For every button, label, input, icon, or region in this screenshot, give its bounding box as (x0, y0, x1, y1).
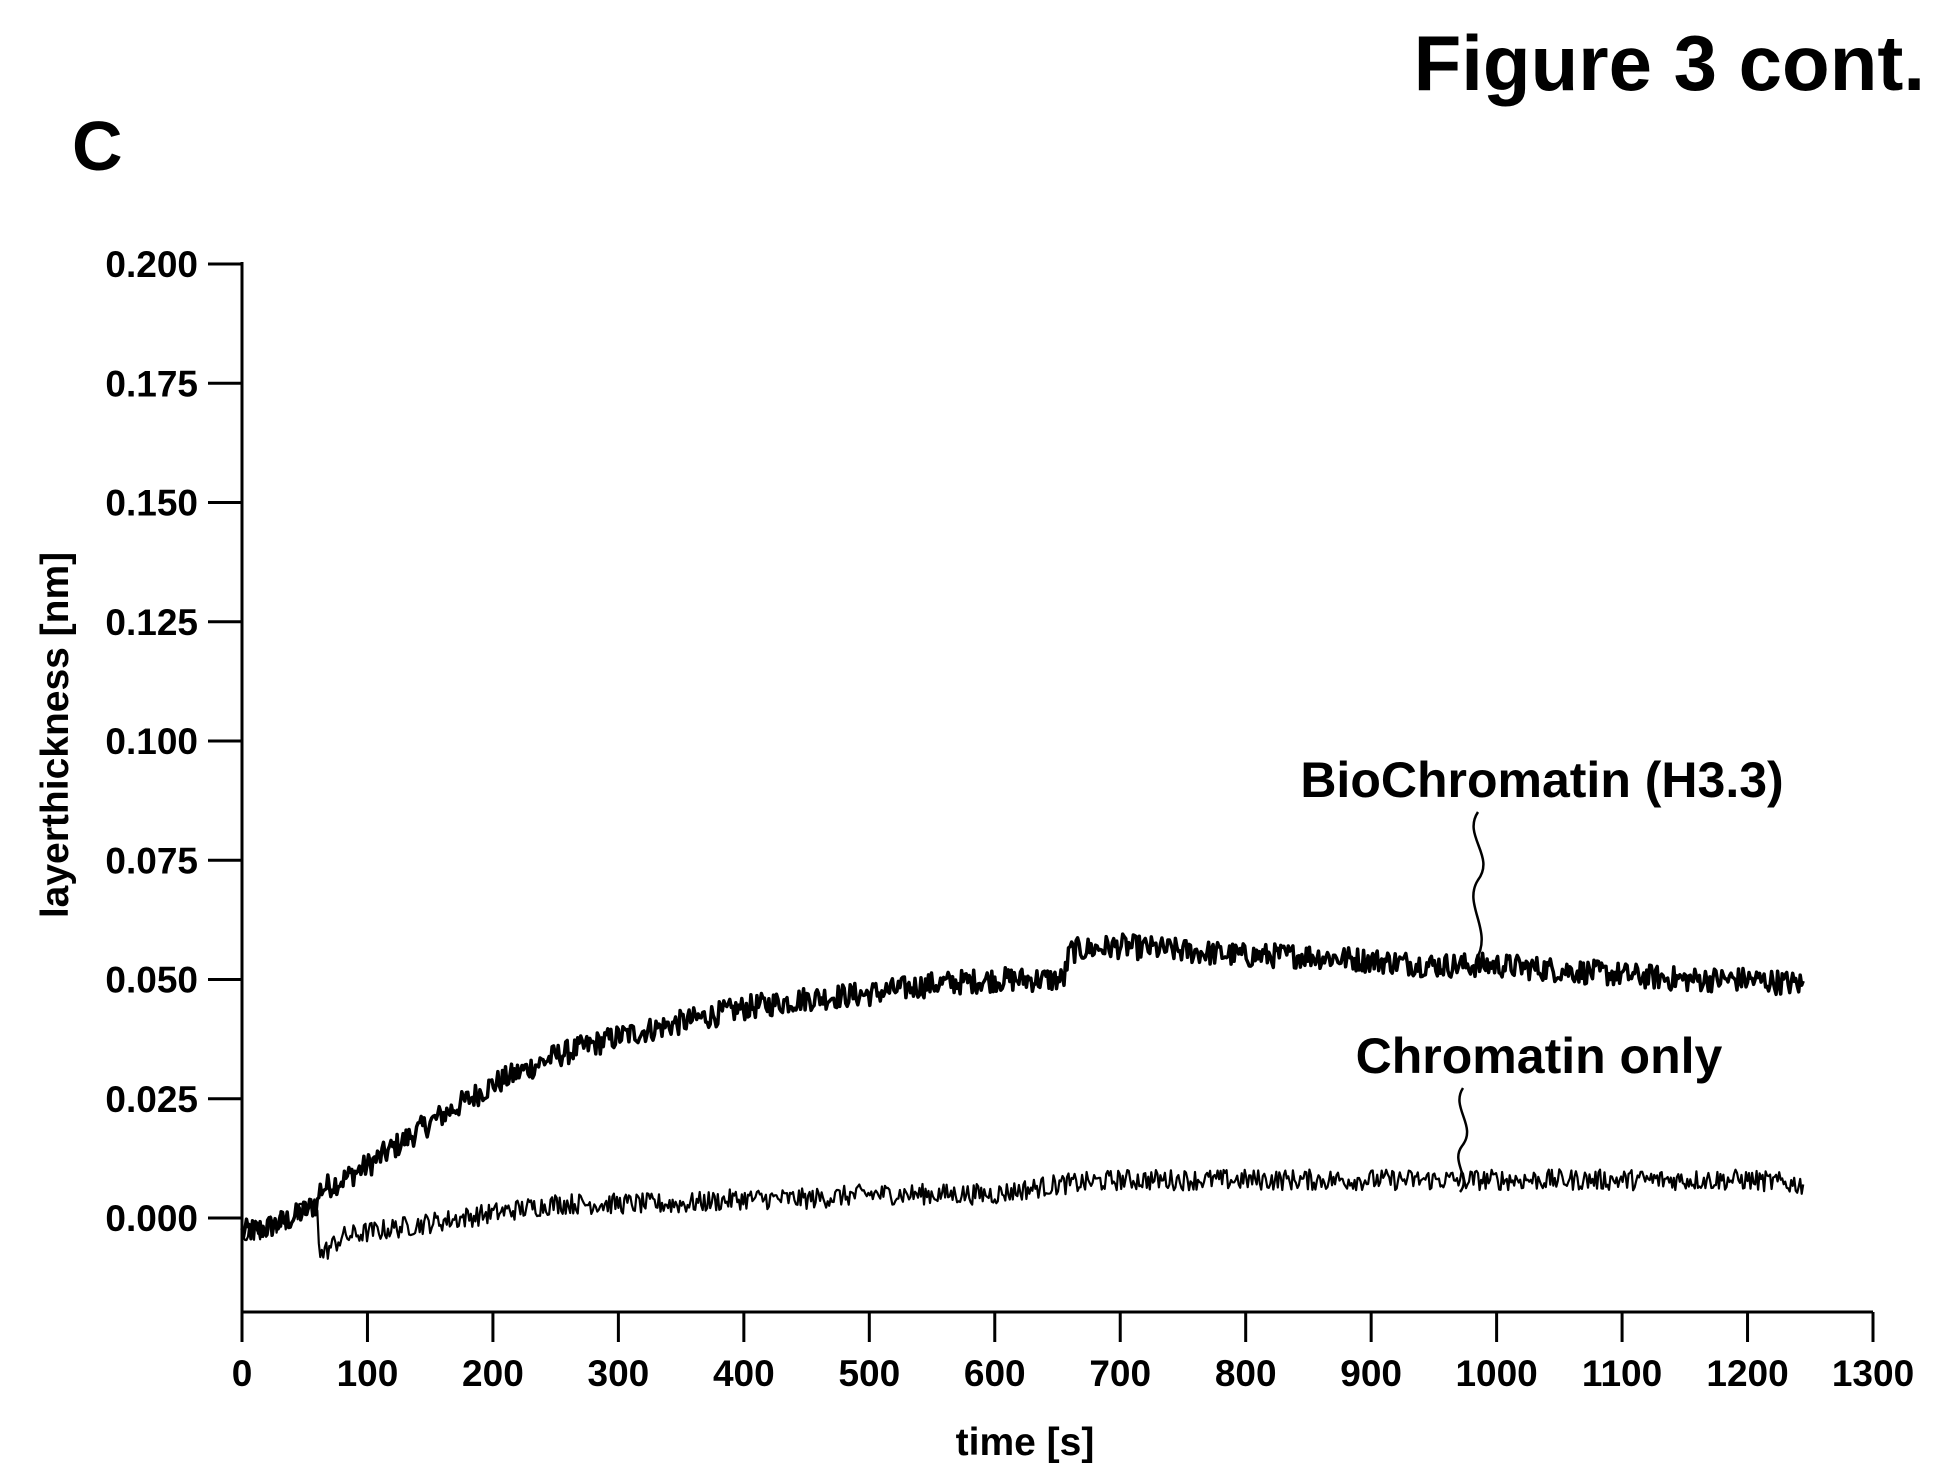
y-tick-label: 0.050 (105, 960, 198, 1001)
series-annotations: BioChromatin (H3.3) Chromatin only (1300, 752, 1784, 1193)
y-tick-label: 0.000 (105, 1198, 198, 1239)
series-label-biochromatin: BioChromatin (H3.3) (1300, 752, 1783, 808)
y-tick-label: 0.075 (105, 840, 198, 881)
x-tick-label: 700 (1089, 1353, 1151, 1394)
x-tick-label: 600 (964, 1353, 1026, 1394)
series-line-biochromatin (240, 932, 1805, 1241)
figure-title: Figure 3 cont. (1414, 19, 1925, 107)
x-tick-label: 800 (1215, 1353, 1277, 1394)
y-axis-title: layerthickness [nm] (34, 552, 77, 918)
y-axis: 0.000 0.025 0.050 0.075 0.100 0.125 0.150 0.175… (105, 244, 244, 1312)
x-tick-label: 200 (462, 1353, 524, 1394)
x-axis-title: time [s] (956, 1421, 1095, 1464)
panel-label: C (72, 107, 123, 185)
x-tick-label: 1000 (1455, 1353, 1537, 1394)
x-tick-label: 1300 (1832, 1353, 1914, 1394)
series-line-chromatin-only (240, 1168, 1805, 1260)
y-tick-label: 0.150 (105, 483, 198, 524)
y-tick-label: 0.025 (105, 1079, 198, 1120)
leader-line-biochromatin (1472, 811, 1485, 961)
series-layer (240, 932, 1805, 1260)
plot-area: 0.000 0.025 0.050 0.075 0.100 0.125 0.150 0.175… (105, 244, 1914, 1394)
x-axis: 0 100 200 300 400 500 600 700 800 900 1000 1100 1200… (232, 1310, 1914, 1394)
x-tick-label: 1100 (1582, 1353, 1662, 1394)
series-label-chromatin-only: Chromatin only (1356, 1028, 1723, 1084)
x-tick-label: 900 (1340, 1353, 1402, 1394)
x-tick-label: 100 (337, 1353, 399, 1394)
x-tick-label: 0 (232, 1353, 253, 1394)
x-tick-label: 500 (838, 1353, 900, 1394)
x-tick-label: 400 (713, 1353, 775, 1394)
y-tick-label: 0.125 (105, 602, 198, 643)
x-tick-label: 300 (588, 1353, 650, 1394)
y-tick-label: 0.200 (105, 244, 198, 285)
x-tick-label: 1200 (1706, 1353, 1788, 1394)
y-tick-label: 0.100 (105, 721, 198, 762)
y-tick-label: 0.175 (105, 363, 198, 404)
leader-line-chromatin-only (1457, 1087, 1469, 1193)
